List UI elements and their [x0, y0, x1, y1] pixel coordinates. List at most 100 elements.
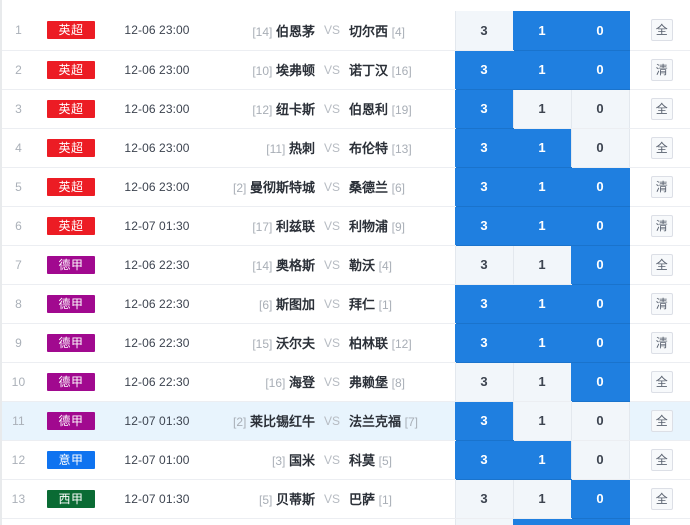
row-select-all-button[interactable]: 清 [650, 175, 673, 198]
odds-cell-lose[interactable]: 0 [570, 167, 630, 207]
odds-cell-lose[interactable]: 0 [570, 206, 630, 246]
table-row[interactable]: 7 德甲 12-06 22:30 [14] 奥格斯 VS 勒沃 [4] 3 1 0 全 [2, 245, 690, 285]
league-cell: 德甲 [35, 362, 107, 402]
odds-cell-draw[interactable]: 1 [512, 89, 571, 129]
home-team: [2] 曼彻斯特城 [207, 167, 315, 207]
odds-cell-draw[interactable]: 1 [512, 440, 571, 480]
odds-cell-lose[interactable]: 0 [570, 440, 630, 480]
match-time: 12-07 01:00 [107, 440, 207, 480]
home-team-name: 国米 [288, 453, 315, 468]
odds-cell-draw[interactable]: 1 [512, 518, 571, 525]
row-index: 14 [2, 518, 35, 525]
table-row[interactable]: 6 英超 12-07 01:30 [17] 利兹联 VS 利物浦 [9] 3 1 0 清 [2, 206, 690, 246]
odds-cell-draw[interactable]: 1 [512, 128, 571, 168]
match-table-body: 1 英超 12-06 23:00 [14] 伯恩茅 VS 切尔西 [4] 3 1 0 全 2 英超 12… [2, 11, 690, 525]
odds-cell-lose[interactable]: 0 [570, 128, 630, 168]
row-select-all-button[interactable]: 全 [650, 97, 673, 120]
away-team: 拜仁 [1] [349, 284, 455, 324]
row-index: 5 [2, 167, 35, 207]
home-team-name: 莱比锡红牛 [249, 414, 315, 429]
table-row[interactable]: 12 意甲 12-07 01:00 [3] 国米 VS 科莫 [5] 3 1 0 全 [2, 440, 690, 480]
table-row[interactable]: 2 英超 12-06 23:00 [10] 埃弗顿 VS 诺丁汉 [16] 3 1 0 清 [2, 50, 690, 90]
table-row[interactable]: 10 德甲 12-06 22:30 [16] 海登 VS 弗赖堡 [8] 3 1 0 全 [2, 362, 690, 402]
table-row[interactable]: 9 德甲 12-06 22:30 [15] 沃尔夫 VS 柏林联 [12] 3 1 0 清 [2, 323, 690, 363]
odds-cell-win[interactable]: 3 [454, 11, 513, 51]
odds-cell-win[interactable]: 3 [454, 323, 513, 363]
away-team: 法兰克福 [7] [349, 401, 455, 441]
odds-cell-draw[interactable]: 1 [512, 284, 571, 324]
odds-cell-lose[interactable]: 0 [570, 362, 630, 402]
odds-cell-draw[interactable]: 1 [512, 401, 571, 441]
odds-cell-draw[interactable]: 1 [512, 479, 571, 519]
odds-cell-win[interactable]: 3 [454, 128, 513, 168]
row-select-all-button[interactable]: 清 [650, 331, 673, 354]
row-index: 2 [2, 50, 35, 90]
table-row[interactable]: 13 西甲 12-07 01:30 [5] 贝蒂斯 VS 巴萨 [1] 3 1 0 全 [2, 479, 690, 519]
table-row[interactable]: 5 英超 12-06 23:00 [2] 曼彻斯特城 VS 桑德兰 [6] 3 1 0 清 [2, 167, 690, 207]
row-select-all-button[interactable]: 全 [650, 448, 673, 471]
odds-cell-lose[interactable]: 0 [570, 89, 630, 129]
odds-cell-win[interactable]: 3 [454, 89, 513, 129]
table-row[interactable]: 8 德甲 12-06 22:30 [6] 斯图加 VS 拜仁 [1] 3 1 0 清 [2, 284, 690, 324]
odds-cell-draw[interactable]: 1 [512, 206, 571, 246]
vs-label: VS [315, 518, 349, 525]
table-row[interactable]: 1 英超 12-06 23:00 [14] 伯恩茅 VS 切尔西 [4] 3 1 0 全 [2, 11, 690, 51]
odds-cell-win[interactable]: 3 [454, 50, 513, 90]
odds-cell-lose[interactable]: 0 [570, 284, 630, 324]
odds-cell-win[interactable]: 3 [454, 362, 513, 402]
odds-cell-lose[interactable]: 0 [570, 401, 630, 441]
odds-cell-lose[interactable]: 0 [570, 245, 630, 285]
away-team-name: 勒沃 [349, 258, 376, 273]
odds-cell-win[interactable]: 3 [454, 206, 513, 246]
table-row[interactable]: 4 英超 12-06 23:00 [11] 热刺 VS 布伦特 [13] 3 1 0 全 [2, 128, 690, 168]
odds-cell-draw[interactable]: 1 [512, 323, 571, 363]
away-team-rank: [9] [391, 220, 405, 234]
table-row[interactable]: 3 英超 12-06 23:00 [12] 纽卡斯 VS 伯恩利 [19] 3 1 0 全 [2, 89, 690, 129]
away-team-name: 科莫 [349, 453, 376, 468]
odds-cell-lose[interactable]: 0 [570, 323, 630, 363]
odds-cell-lose[interactable]: 0 [570, 518, 630, 525]
odds-cell-win[interactable]: 3 [454, 440, 513, 480]
odds-cell-win[interactable]: 3 [454, 245, 513, 285]
league-badge: 英超 [47, 216, 95, 235]
vs-label: VS [315, 401, 349, 441]
row-select-all-button[interactable]: 清 [650, 58, 673, 81]
row-action-cell: 全 [629, 440, 690, 480]
table-row[interactable]: 11 德甲 12-07 01:30 [2] 莱比锡红牛 VS 法兰克福 [7] 3 1 0 全 [2, 401, 690, 441]
away-team-name: 柏林联 [349, 336, 389, 351]
row-select-all-button[interactable]: 全 [650, 136, 673, 159]
away-team-name: 桑德兰 [349, 180, 389, 195]
odds-cell-win[interactable]: 3 [454, 401, 513, 441]
vs-label: VS [315, 479, 349, 519]
odds-cell-win[interactable]: 3 [454, 284, 513, 324]
odds-cell-win[interactable]: 3 [454, 167, 513, 207]
league-cell: 英超 [35, 89, 107, 129]
odds-cell-lose[interactable]: 0 [570, 50, 630, 90]
home-team-name: 沃尔夫 [275, 336, 315, 351]
odds-cell-win[interactable]: 3 [454, 518, 513, 525]
league-cell: 德甲 [35, 323, 107, 363]
home-team: [3] 国米 [207, 440, 315, 480]
match-time: 12-06 22:30 [107, 284, 207, 324]
odds-cell-draw[interactable]: 1 [512, 245, 571, 285]
odds-cell-draw[interactable]: 1 [512, 167, 571, 207]
row-select-all-button[interactable]: 全 [650, 487, 673, 510]
home-team-name: 海登 [288, 375, 315, 390]
odds-cell-draw[interactable]: 1 [512, 11, 571, 51]
row-select-all-button[interactable]: 全 [650, 253, 673, 276]
odds-cell-draw[interactable]: 1 [512, 362, 571, 402]
home-team: [12] 纽卡斯 [207, 89, 315, 129]
row-select-all-button[interactable]: 全 [650, 19, 673, 42]
row-select-all-button[interactable]: 清 [650, 292, 673, 315]
match-time: 12-06 23:00 [107, 11, 207, 51]
row-select-all-button[interactable]: 全 [650, 370, 673, 393]
odds-cell-draw[interactable]: 1 [512, 50, 571, 90]
row-select-all-button[interactable]: 清 [650, 214, 673, 237]
away-team-rank: [16] [391, 64, 412, 78]
odds-cell-lose[interactable]: 0 [570, 479, 630, 519]
odds-cell-lose[interactable]: 0 [570, 11, 630, 51]
away-team-name: 拜仁 [349, 297, 376, 312]
odds-cell-win[interactable]: 3 [454, 479, 513, 519]
row-select-all-button[interactable]: 全 [650, 409, 673, 432]
